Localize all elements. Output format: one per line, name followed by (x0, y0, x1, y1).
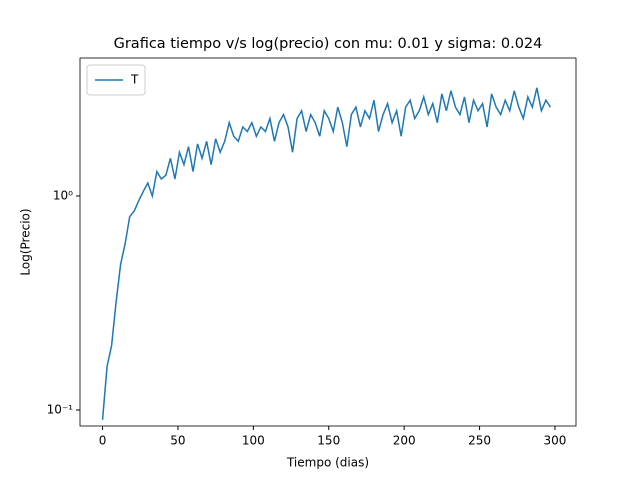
y-tick-label: 10⁻¹ (47, 403, 74, 417)
x-tick-label: 50 (170, 434, 185, 448)
x-tick-label: 0 (99, 434, 107, 448)
plot-frame (79, 57, 577, 427)
x-tick-label: 300 (544, 434, 567, 448)
x-tick-label: 200 (393, 434, 416, 448)
x-tick-label: 150 (317, 434, 340, 448)
y-tick-label: 10⁰ (53, 188, 73, 202)
x-axis-label: Tiempo (dias) (286, 456, 369, 470)
x-tick-label: 100 (242, 434, 265, 448)
line-series (101, 87, 552, 420)
chart-title: Grafica tiempo v/s log(precio) con mu: 0… (114, 36, 543, 52)
x-tick-label: 250 (468, 434, 491, 448)
legend-label: T (130, 73, 139, 87)
y-axis-label: Log(Precio) (19, 208, 33, 275)
